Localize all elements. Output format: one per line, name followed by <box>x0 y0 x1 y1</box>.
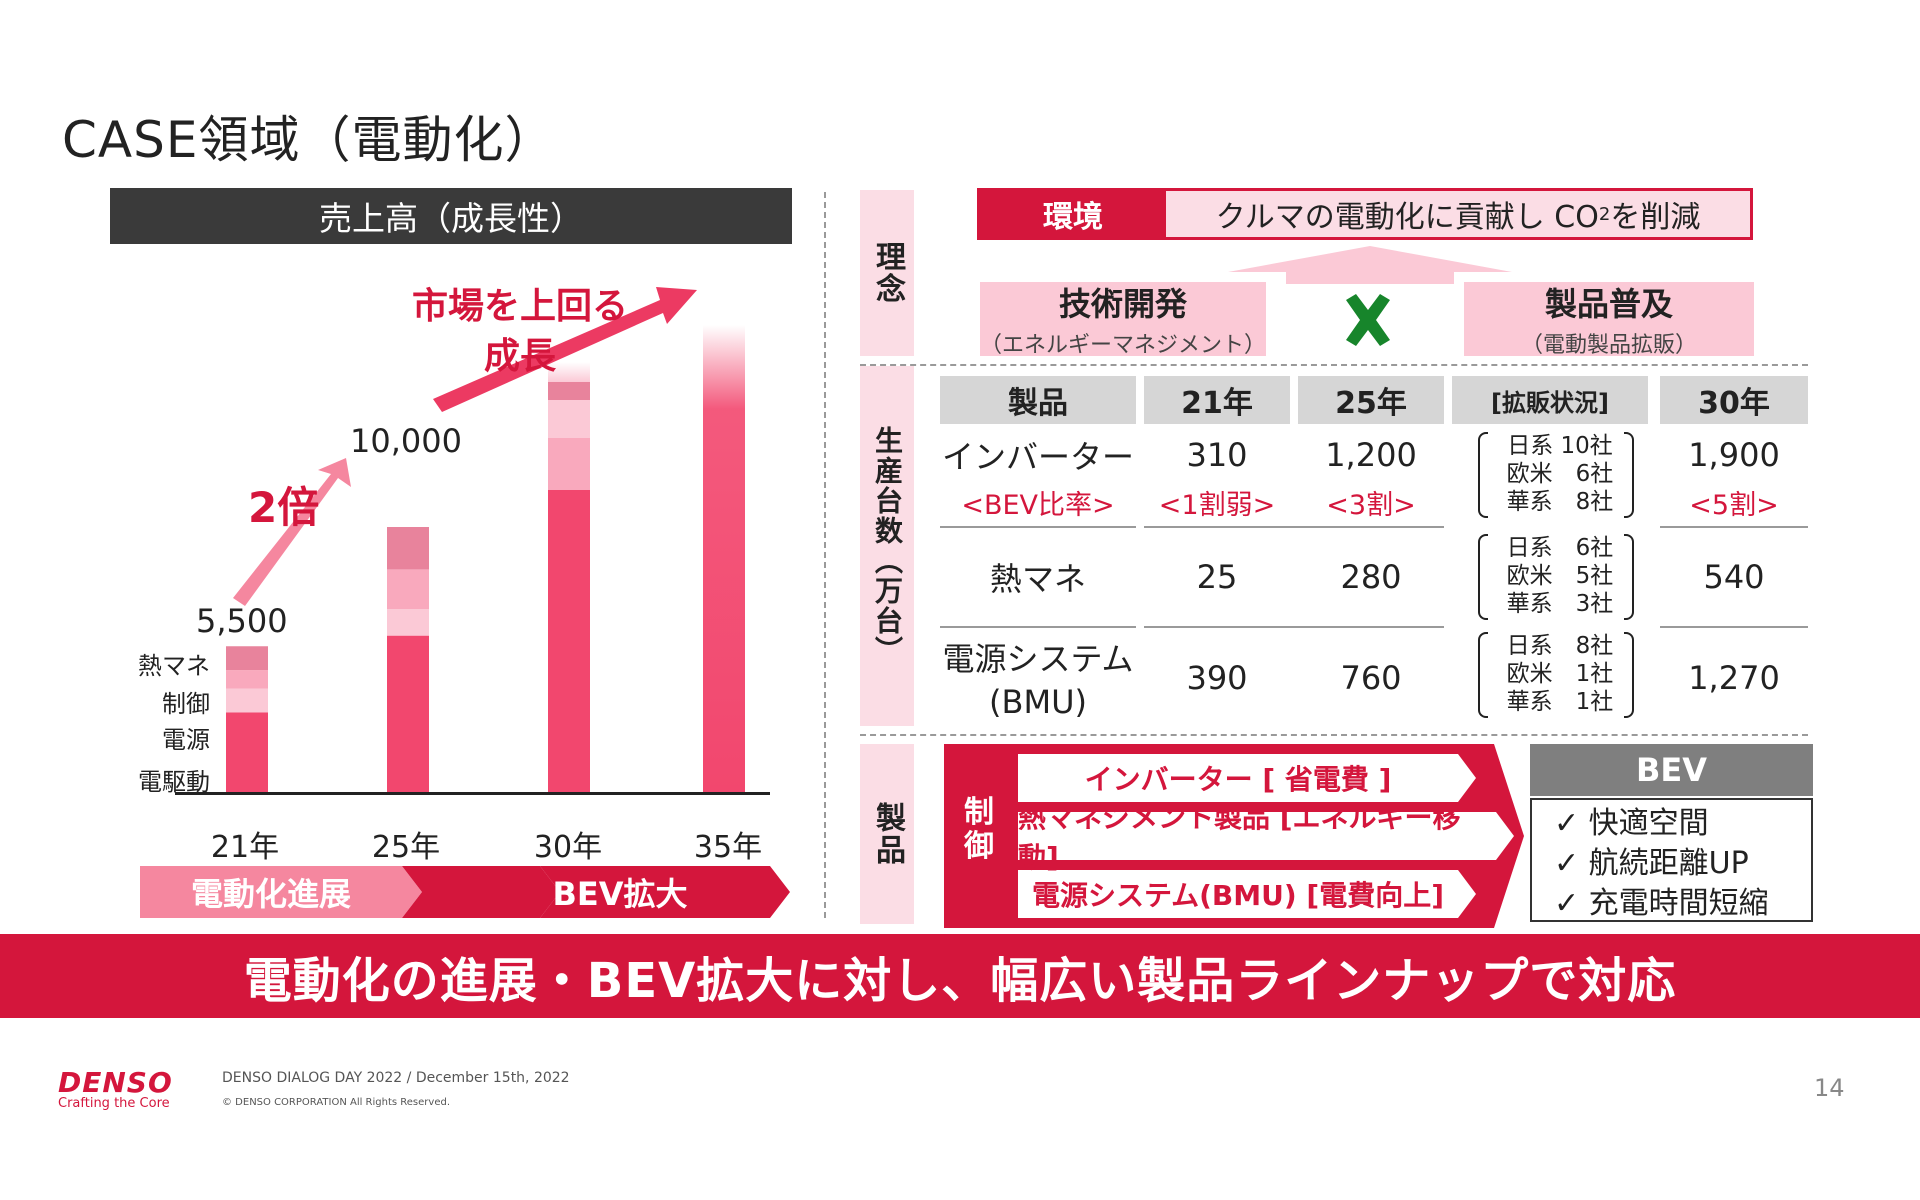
row3-status: 日系 8社 欧米 1社 華系 1社 <box>1506 633 1614 715</box>
env-label: 環境 <box>980 191 1166 237</box>
row2-line-b <box>1144 626 1444 628</box>
year-label-30: 30年 <box>533 830 603 865</box>
row1-name-sub: <BEV比率> <box>961 489 1115 521</box>
product-thermal: 熱マネジメント製品 [エネルギー移動] <box>1018 801 1461 874</box>
times-icon <box>1346 294 1390 346</box>
row1-30: 1,900 <box>1688 436 1780 474</box>
row3-name: 電源システム <box>942 640 1134 678</box>
row2-name: 熱マネ <box>989 560 1086 598</box>
th-25: 25年 <box>1298 376 1444 424</box>
product-spread-box: 製品普及 （電動製品拡販） <box>1464 282 1754 358</box>
growth-annotation: 市場を上回る 成長 <box>411 286 628 377</box>
bar-segment-21年-電駆動 <box>226 712 268 792</box>
bar-value-21: 5,500 <box>196 602 288 640</box>
row3-bracket-right <box>1624 632 1634 718</box>
tech-dev-box: 技術開発 （エネルギーマネジメント） <box>980 282 1266 358</box>
row1-name: インバーター <box>941 438 1134 476</box>
sales-chart <box>226 287 745 792</box>
page-title: CASE領域（電動化） <box>62 111 556 169</box>
bar-35 <box>703 325 745 792</box>
th-status: [拡販状況] <box>1452 376 1648 424</box>
segment-label-thermal: 熱マネ <box>138 652 210 680</box>
bar-segment-21年-熱マネ <box>226 646 268 671</box>
band-seisan: 生産台数（万台） <box>860 366 914 726</box>
bev-item-charge: ✓ 充電時間短縮 <box>1554 886 1769 921</box>
bev-benefits: ✓ 快適空間 ✓ 航続距離UP ✓ 充電時間短縮 <box>1530 798 1813 922</box>
band-seihin: 製品 <box>860 744 914 924</box>
bar-value-25: 10,000 <box>350 422 462 460</box>
event-text: DENSO DIALOG DAY 2022 / December 15th, 2… <box>222 1070 570 1086</box>
row3-bracket-left <box>1478 632 1488 718</box>
bar-segment-25年-電駆動 <box>387 635 429 792</box>
row1-25: 1,200 <box>1325 436 1417 474</box>
bev-item-comfort: ✓ 快適空間 <box>1554 806 1709 841</box>
year-label-21: 21年 <box>210 830 280 865</box>
th-21: 21年 <box>1144 376 1290 424</box>
row1-21: 310 <box>1186 436 1248 474</box>
bar-segment-21年-電源 <box>226 688 268 713</box>
panel-divider <box>824 192 826 918</box>
row2-25: 280 <box>1340 558 1402 596</box>
bar-segment-21年-制御 <box>226 670 268 689</box>
row2-bracket-right <box>1624 534 1634 620</box>
conclusion-banner: 電動化の進展・BEV拡大に対し、幅広い製品ラインナップで対応 <box>0 934 1920 1018</box>
phase-arrows <box>140 866 790 918</box>
double-annotation: 2倍 <box>248 483 320 532</box>
row2-line-c <box>1660 626 1808 628</box>
th-30: 30年 <box>1660 376 1808 424</box>
row1-line-c <box>1660 526 1808 528</box>
denso-logo: DENSO <box>58 1066 173 1099</box>
arrow-2x <box>233 458 351 606</box>
row1-line-a <box>940 526 1136 528</box>
row1-status: 日系 10社 欧米 6社 華系 8社 <box>1506 433 1614 515</box>
copyright-text: © DENSO CORPORATION All Rights Reserved. <box>222 1097 450 1108</box>
env-box: 環境 クルマの電動化に貢献し CO 2 を削減 <box>977 188 1753 240</box>
row1-bracket-right <box>1624 432 1634 518</box>
year-label-35: 35年 <box>693 830 763 865</box>
row1-bracket-left <box>1478 432 1488 518</box>
phase-electrification: 電動化進展 <box>190 875 351 913</box>
row3-25: 760 <box>1340 659 1402 697</box>
row1-30-sub: <5割> <box>1689 489 1779 521</box>
bar-30 <box>548 362 590 792</box>
segment-label-power: 電源 <box>162 726 210 754</box>
row2-line-a <box>940 626 1136 628</box>
product-power: 電源システム(BMU) [電費向上] <box>1031 879 1445 912</box>
control-label: 制御 <box>964 795 994 864</box>
segment-label-control: 制御 <box>162 690 210 718</box>
bar-segment-25年-制御 <box>387 569 429 610</box>
row3-21: 390 <box>1186 659 1248 697</box>
bev-header: BEV <box>1530 744 1813 796</box>
row3-30: 1,270 <box>1688 659 1780 697</box>
segment-label-edrive: 電駆動 <box>138 768 210 796</box>
row2-status: 日系 6社 欧米 5社 華系 3社 <box>1506 535 1614 617</box>
bar-segment-25年-熱マネ <box>387 527 429 570</box>
bar-segment-25年-電源 <box>387 609 429 636</box>
product-inverter: インバーター [ 省電費 ] <box>1084 763 1392 796</box>
row2-bracket-left <box>1478 534 1488 620</box>
phase-bev: BEV拡大 <box>552 875 688 913</box>
pill-shapes <box>1018 754 1514 918</box>
row1-21-sub: <1割弱> <box>1158 489 1276 521</box>
separator-2 <box>860 734 1808 736</box>
row2-21: 25 <box>1196 558 1238 596</box>
th-product: 製品 <box>940 376 1136 424</box>
row1-25-sub: <3割> <box>1326 489 1416 521</box>
year-label-25: 25年 <box>371 830 441 865</box>
row1-line-b <box>1144 526 1444 528</box>
arrow-growth <box>433 287 697 412</box>
sales-header: 売上高（成長性） <box>110 188 792 244</box>
bev-item-range: ✓ 航続距離UP <box>1554 846 1749 881</box>
up-arrow <box>1228 246 1512 284</box>
env-text: クルマの電動化に貢献し CO 2 を削減 <box>1166 191 1750 237</box>
row2-30: 540 <box>1703 558 1765 596</box>
logo-tagline: Crafting the Core <box>58 1096 170 1111</box>
row3-name-sub: (BMU) <box>989 683 1087 721</box>
page-number: 14 <box>1814 1074 1845 1102</box>
x-axis <box>175 792 770 795</box>
separator-1 <box>860 364 1808 366</box>
band-riinen: 理念 <box>860 190 914 356</box>
